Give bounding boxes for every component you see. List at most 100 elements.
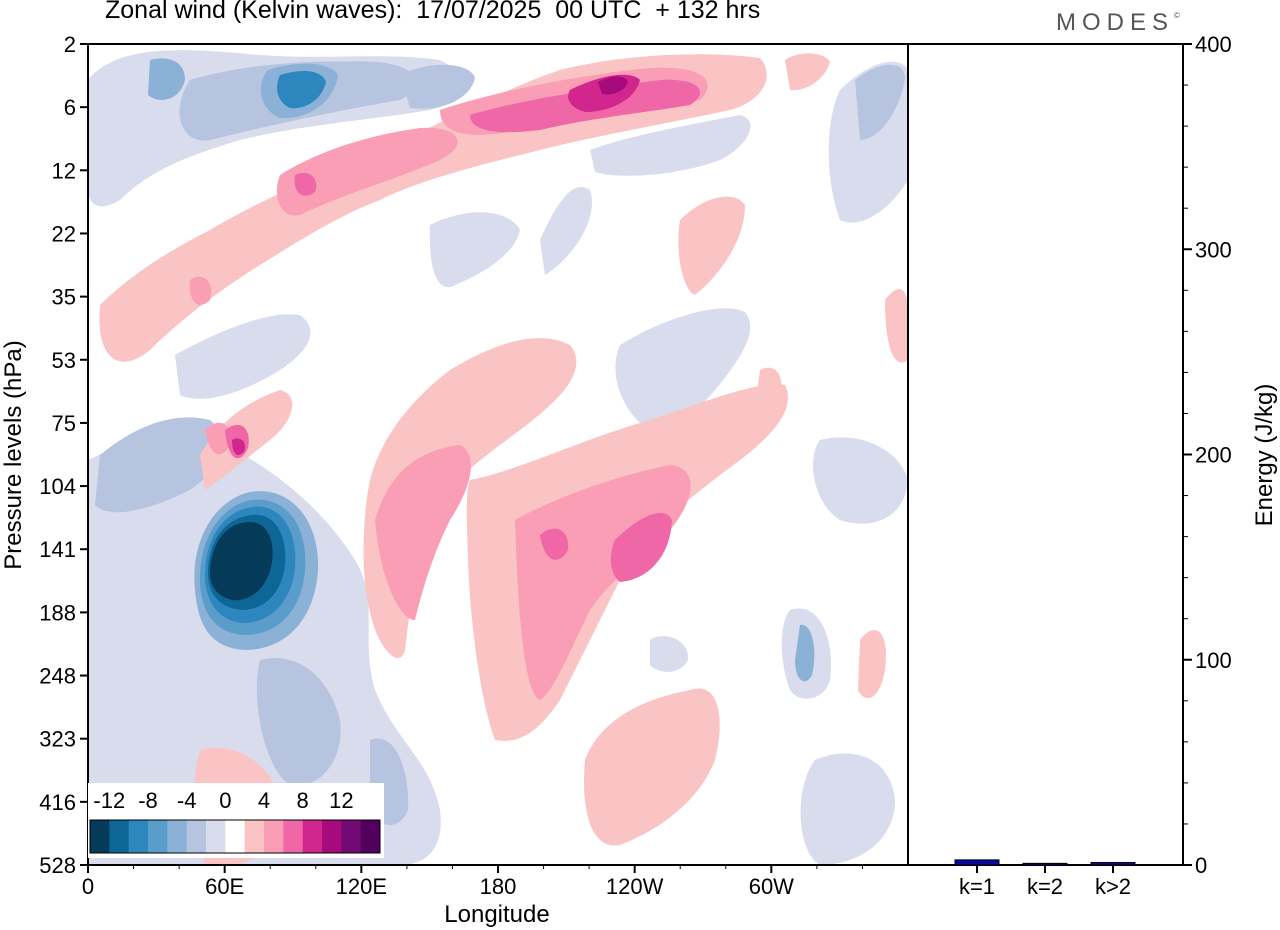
contour-region xyxy=(540,528,569,560)
contour-region xyxy=(95,417,223,513)
y-tick-label: 75 xyxy=(52,411,76,436)
x-tick-label: 180 xyxy=(480,874,517,899)
contour-region xyxy=(650,636,689,672)
y-axis-label: Pressure levels (hPa) xyxy=(0,340,27,569)
y-tick-label: 12 xyxy=(52,158,76,183)
colorbar-legend: -12 -8 -4 0 4 8 12 xyxy=(88,783,384,858)
colorbar-label: 4 xyxy=(258,788,270,813)
wind-contour-field xyxy=(88,50,908,865)
contour-region xyxy=(256,658,341,786)
contour-region xyxy=(363,338,577,659)
contour-region xyxy=(88,434,441,865)
y-tick-label: 104 xyxy=(39,474,76,499)
contour-region xyxy=(148,58,185,100)
colorbar-swatch xyxy=(302,820,323,853)
contour-region xyxy=(800,753,895,865)
colorbar-swatch xyxy=(186,820,207,853)
y-tick-label: 6 xyxy=(64,95,76,120)
x-axis-label: Longitude xyxy=(444,901,549,928)
energy-frame xyxy=(907,43,1184,866)
y-tick-label: 323 xyxy=(39,727,76,752)
colorbar-swatch xyxy=(264,820,284,853)
x-tick-label: 0 xyxy=(82,874,94,899)
colorbar-swatch xyxy=(206,820,226,853)
energy-bar-label: k>2 xyxy=(1095,874,1131,899)
colorbar-swatch xyxy=(244,820,265,853)
y-tick-label: 248 xyxy=(39,664,76,689)
y-tick-label: 528 xyxy=(39,853,76,878)
contour-region xyxy=(615,308,751,433)
colorbar-label: 0 xyxy=(219,788,231,813)
energy-bar xyxy=(1022,862,1068,866)
contour-region xyxy=(855,64,905,140)
x-tick-label: 60E xyxy=(205,874,244,899)
colorbar-label: 8 xyxy=(297,788,309,813)
energy-tick-label: 400 xyxy=(1195,32,1232,57)
energy-bars: k=1 k=2 k>2 xyxy=(954,859,1136,899)
chart-title: Zonal wind (Kelvin waves): 17/07/2025 00… xyxy=(105,0,761,24)
contour-region xyxy=(795,624,815,682)
energy-tick-label: 300 xyxy=(1195,237,1232,262)
contour-region xyxy=(209,522,273,601)
energy-bar-label: k=2 xyxy=(1027,874,1063,899)
brand-logo: MODES© xyxy=(1056,9,1180,37)
colorbar-label: -8 xyxy=(138,788,158,813)
contour-region xyxy=(785,53,830,91)
y-tick-label: 53 xyxy=(52,348,76,373)
x-axis: 0 60E 120E 180 120W 60W Longitude xyxy=(82,865,863,928)
energy-tick-label: 100 xyxy=(1195,648,1232,673)
energy-bar xyxy=(954,859,1000,866)
colorbar-swatch xyxy=(360,820,381,853)
colorbar-label: -12 xyxy=(93,788,125,813)
colorbar-swatch xyxy=(90,820,110,853)
contour-region xyxy=(429,212,520,288)
colorbar-label: 12 xyxy=(329,788,353,813)
colorbar-swatch xyxy=(109,820,130,853)
y-tick-label: 2 xyxy=(64,32,76,57)
contour-region xyxy=(758,367,782,404)
contour-region xyxy=(276,127,458,216)
contour-region xyxy=(885,289,908,363)
colorbar-swatch xyxy=(148,820,168,853)
contour-region xyxy=(540,187,592,275)
contour-region xyxy=(598,76,628,95)
contour-region xyxy=(277,70,326,109)
colorbar-frame xyxy=(89,819,381,854)
contour-region xyxy=(99,54,767,362)
energy-bar xyxy=(1090,862,1136,866)
contour-region xyxy=(375,445,471,620)
contour-region xyxy=(189,276,212,305)
x-tick-label: 120W xyxy=(606,874,664,899)
colorbar-label: -4 xyxy=(177,788,197,813)
y-tick-label: 35 xyxy=(52,285,76,310)
contour-region xyxy=(678,196,745,295)
x-tick-label: 60W xyxy=(749,874,794,899)
colorbar-swatch xyxy=(128,820,149,853)
contour-region xyxy=(858,630,886,699)
colorbar-swatch xyxy=(167,820,188,853)
x-tick-label: 120E xyxy=(336,874,387,899)
contour-region xyxy=(205,422,231,455)
contour-region xyxy=(610,512,672,582)
colorbar-swatch xyxy=(283,820,304,853)
y-tick-label: 141 xyxy=(39,537,76,562)
energy-axis: 0 100 200 300 400 Energy (J/kg) xyxy=(1183,32,1278,878)
colorbar-swatch xyxy=(341,820,362,853)
y-axis: 2 6 12 22 35 53 75 104 141 188 248 323 416 528 Pressur… xyxy=(0,32,88,878)
contour-region xyxy=(812,437,908,524)
y-tick-label: 188 xyxy=(39,600,76,625)
contour-region xyxy=(232,438,246,455)
brand-name: MODES xyxy=(1056,9,1175,36)
contour-region xyxy=(590,115,751,176)
contour-region xyxy=(660,84,700,106)
energy-bar-label: k=1 xyxy=(959,874,995,899)
y-tick-label: 22 xyxy=(52,221,76,246)
contour-region xyxy=(584,688,720,846)
y-tick-label: 416 xyxy=(39,790,76,815)
contour-region xyxy=(175,314,311,399)
energy-axis-label: Energy (J/kg) xyxy=(1251,384,1278,527)
colorbar-swatch xyxy=(225,820,246,853)
brand-mark: © xyxy=(1174,11,1180,20)
